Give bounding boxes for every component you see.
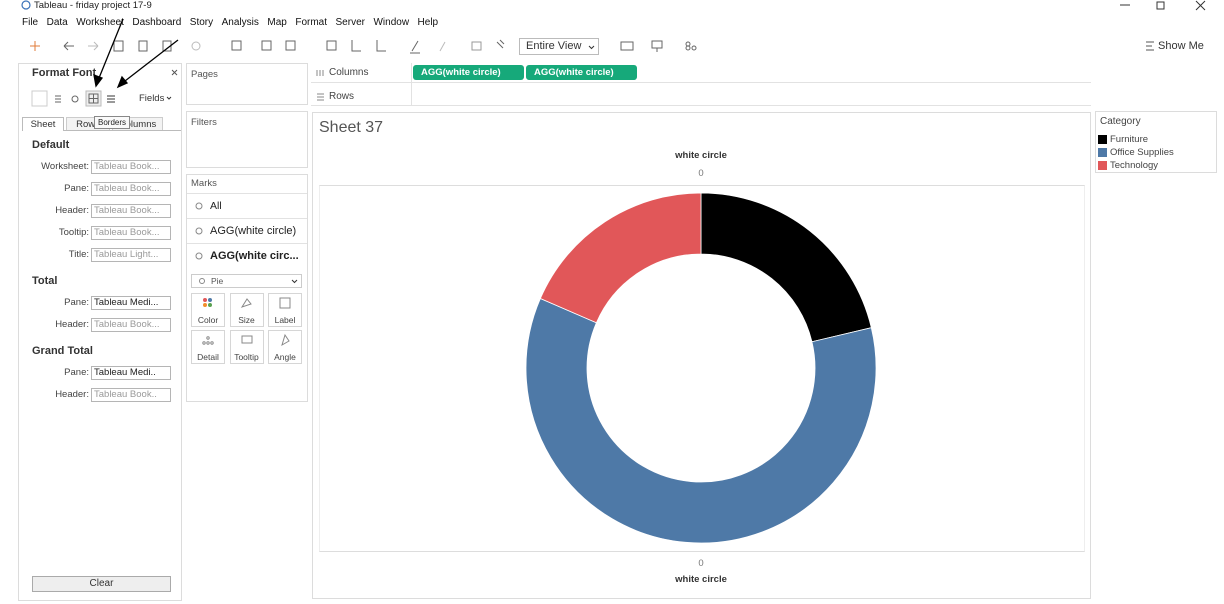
show-me-button[interactable]: Show Me — [1158, 40, 1204, 52]
plot-frame — [319, 185, 1085, 552]
view-mode-dropdown[interactable]: Entire View — [519, 38, 599, 55]
marks-card — [186, 174, 308, 402]
mark-property-label: Tooltip — [234, 352, 259, 362]
fields-dropdown[interactable]: Fields — [139, 93, 165, 104]
rows-shelf — [311, 87, 1091, 106]
marks-card-separator — [187, 218, 307, 219]
menu-item[interactable]: Help — [417, 17, 439, 28]
mark-property-button[interactable]: Color — [191, 293, 225, 327]
font-row-label: Pane: — [64, 297, 89, 308]
marks-card-tab[interactable]: AGG(white circ... — [210, 250, 299, 262]
marks-label: Marks — [191, 178, 217, 189]
section-title: Total — [32, 275, 58, 287]
font-row-label: Tooltip: — [58, 227, 89, 238]
menu-item[interactable]: Server — [335, 17, 365, 28]
section-title: Default — [32, 139, 70, 151]
legend-label[interactable]: Technology — [1110, 160, 1159, 171]
mark-property-button[interactable]: Label — [268, 293, 302, 327]
legend-swatch — [1098, 161, 1107, 170]
menu-item[interactable]: Map — [267, 17, 287, 28]
font-dropdown[interactable]: Tableau Book... — [91, 226, 171, 240]
format-tab[interactable]: Sheet — [22, 117, 64, 131]
column-pill[interactable]: AGG(white circle) — [526, 65, 637, 80]
columns-shelf — [311, 63, 1091, 83]
font-row-label: Title: — [68, 249, 89, 260]
filters-label: Filters — [191, 117, 217, 128]
section-title: Grand Total — [32, 345, 93, 357]
font-dropdown[interactable]: Tableau Book... — [91, 204, 171, 218]
font-dropdown[interactable]: Tableau Medi.. — [91, 366, 171, 380]
mark-property-label: Angle — [274, 352, 296, 362]
mark-property-button[interactable]: Angle — [268, 330, 302, 364]
legend-swatch — [1098, 135, 1107, 144]
font-dropdown[interactable]: Tableau Book.. — [91, 388, 171, 402]
marks-card-tab[interactable]: All — [210, 200, 222, 212]
menu-item[interactable]: File — [22, 17, 39, 28]
mark-property-button[interactable]: Detail — [191, 330, 225, 364]
column-pill[interactable]: AGG(white circle) — [413, 65, 524, 80]
legend-label[interactable]: Office Supplies — [1110, 147, 1174, 158]
menu-item[interactable]: Format — [295, 17, 328, 28]
pages-label: Pages — [191, 69, 218, 80]
pages-shelf — [186, 63, 308, 105]
font-row-label: Worksheet: — [41, 161, 89, 172]
font-dropdown[interactable]: Tableau Book... — [91, 182, 171, 196]
menu-item[interactable]: Worksheet — [76, 17, 124, 28]
format-pane-title: Format Font — [32, 67, 97, 79]
marks-card-separator — [187, 243, 307, 244]
legend — [1095, 111, 1217, 173]
menu-item[interactable]: Analysis — [221, 17, 259, 28]
font-dropdown[interactable]: Tableau Book... — [91, 318, 171, 332]
restore-icon[interactable] — [1156, 1, 1165, 10]
mark-type-dropdown[interactable]: Pie — [191, 274, 302, 288]
close-icon[interactable] — [1195, 0, 1206, 11]
marks-card-separator — [187, 193, 307, 194]
marks-card-tab[interactable]: AGG(white circle) — [210, 225, 297, 237]
font-dropdown[interactable]: Tableau Light... — [91, 248, 171, 262]
legend-label[interactable]: Furniture — [1110, 134, 1149, 145]
window-title: Tableau - friday project 17-9 — [34, 0, 152, 11]
mark-property-button[interactable]: Size — [229, 293, 264, 327]
mark-property-label: Detail — [197, 352, 219, 362]
legend-title: Category — [1100, 116, 1141, 127]
sheet-title: Sheet 37 — [319, 119, 384, 136]
font-row-label: Pane: — [64, 183, 89, 194]
tab-underline — [64, 130, 181, 131]
menu-item[interactable]: Data — [46, 17, 68, 28]
axis-tick-label: 0 — [698, 168, 704, 179]
menu-item[interactable]: Story — [189, 17, 214, 28]
axis-tick-label: 0 — [698, 558, 704, 569]
font-dropdown[interactable]: Tableau Book... — [91, 160, 171, 174]
column-header: white circle — [675, 150, 727, 161]
shelf-divider — [411, 63, 412, 105]
app-icon — [21, 0, 31, 10]
menu-item[interactable]: Window — [373, 17, 410, 28]
font-row-label: Header: — [55, 205, 89, 216]
font-dropdown[interactable]: Tableau Medi... — [91, 296, 171, 310]
mark-property-label: Color — [197, 315, 219, 325]
format-pane — [18, 63, 182, 601]
clear-button[interactable]: Clear — [32, 576, 171, 592]
font-row-label: Header: — [55, 319, 89, 330]
borders-tooltip: Borders — [94, 116, 131, 129]
column-header: white circle — [675, 574, 727, 585]
columns-label: Columns — [329, 67, 369, 78]
menu-item[interactable]: Dashboard — [132, 17, 182, 28]
filters-shelf — [186, 111, 308, 168]
legend-swatch — [1098, 148, 1107, 157]
font-row-label: Pane: — [64, 367, 89, 378]
rows-label: Rows — [329, 91, 355, 102]
font-row-label: Header: — [55, 389, 89, 400]
mark-property-label: Label — [274, 315, 296, 325]
mark-property-label: Size — [238, 315, 255, 325]
mark-property-button[interactable]: Tooltip — [229, 330, 264, 364]
